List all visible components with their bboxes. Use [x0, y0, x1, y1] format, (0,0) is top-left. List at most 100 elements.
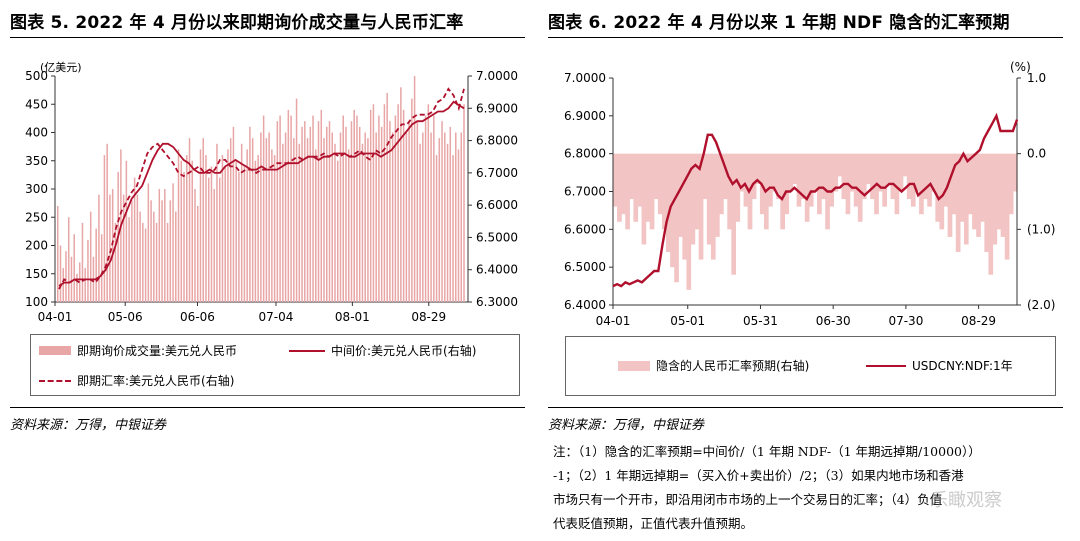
implied-expectation-bar — [870, 153, 875, 200]
volume-bar — [427, 104, 430, 302]
implied-expectation-bar — [719, 153, 724, 215]
volume-bar — [312, 115, 314, 302]
volume-bar — [433, 115, 435, 302]
volume-bar — [273, 155, 276, 302]
spot-rate-line — [58, 87, 465, 290]
legend-mid-swatch — [289, 349, 325, 352]
implied-expectation-bar — [743, 153, 749, 207]
volume-bar — [111, 189, 114, 302]
right-y-tick-label: 6.9000 — [476, 101, 518, 115]
volume-bar — [441, 121, 443, 302]
implied-expectation-bar — [955, 153, 961, 253]
left-y-tick-label: 300 — [25, 182, 48, 196]
volume-bar — [243, 166, 246, 302]
volume-bar — [452, 155, 454, 302]
volume-bar — [389, 121, 391, 302]
right-y-tick-label: (2.0) — [1027, 298, 1055, 312]
left-y-tick-label: 450 — [25, 97, 48, 111]
volume-bar — [342, 115, 344, 302]
implied-expectation-bar — [886, 153, 892, 184]
volume-bar — [328, 121, 331, 302]
implied-expectation-bar — [682, 153, 688, 260]
implied-expectation-bar — [633, 153, 639, 222]
volume-bar — [444, 132, 446, 302]
implied-expectation-bar — [861, 153, 867, 200]
volume-bar — [295, 98, 298, 302]
implied-expectation-bar — [694, 153, 700, 230]
legend-volume-label: 即期询价成交量:美元兑人民币 — [77, 344, 238, 358]
volume-bar — [191, 160, 194, 302]
volume-bar — [89, 211, 92, 302]
left-y-tick-label: 500 — [25, 69, 48, 83]
implied-expectation-bar — [788, 153, 794, 192]
x-tick-label: 05-06 — [108, 310, 143, 324]
implied-expectation-bar — [980, 153, 985, 222]
implied-expectation-bar — [935, 153, 941, 222]
implied-expectation-bar — [963, 153, 969, 245]
volume-bar — [334, 143, 336, 302]
volume-bar — [347, 149, 350, 302]
implied-expectation-bar — [947, 153, 953, 237]
left-y-tick-label: 6.9000 — [564, 109, 606, 123]
left-y-tick-label: 350 — [25, 154, 48, 168]
implied-expectation-bar — [1004, 153, 1010, 260]
note-line-2: -1；（2）1 年期远掉期=（买入价+卖出价）/2；（3）如果内地市场和香港 — [553, 468, 964, 483]
volume-bar — [309, 126, 312, 302]
volume-bar — [202, 138, 204, 302]
x-tick-label: 06-30 — [816, 314, 851, 328]
implied-expectation-bar — [653, 153, 659, 200]
volume-bar — [438, 138, 441, 302]
x-tick-label: 05-31 — [743, 314, 778, 328]
left-title-rule — [10, 37, 525, 38]
volume-bar — [271, 149, 273, 302]
implied-expectation-bar — [996, 153, 1002, 230]
implied-expectation-bar — [613, 153, 618, 207]
legend-ndf-swatch — [866, 364, 906, 367]
volume-bar — [301, 126, 303, 302]
volume-bar — [372, 104, 375, 302]
volume-bar — [416, 121, 419, 302]
x-tick-label: 06-06 — [180, 310, 215, 324]
implied-expectation-bar — [629, 153, 635, 200]
volume-bar — [246, 149, 248, 302]
legend-mid-label: 中间价:美元兑人民币(右轴) — [331, 344, 477, 358]
right-legend: 隐含的人民币汇率预期(右轴) USDCNY:NDF:1年 — [565, 336, 1056, 396]
implied-expectation-bar — [1012, 153, 1018, 192]
right-y-tick-label: (1.0) — [1027, 222, 1055, 236]
volume-bar — [400, 87, 402, 302]
volume-bar — [369, 109, 372, 303]
implied-expectation-bar — [621, 153, 626, 215]
implied-expectation-bar — [670, 153, 675, 268]
implied-expectation-bar — [686, 153, 692, 290]
volume-bar — [276, 121, 279, 302]
volume-bar — [122, 194, 125, 302]
volume-bar — [405, 132, 408, 302]
volume-bar — [180, 160, 183, 302]
left-y-tick-label: 6.7000 — [564, 185, 606, 199]
volume-bar — [232, 126, 235, 302]
volume-bar — [84, 268, 86, 302]
volume-bar — [424, 115, 427, 302]
implied-expectation-bar — [678, 153, 683, 237]
left-chart-title: 图表 5. 2022 年 4 月份以来即期询价成交量与人民币汇率 — [10, 13, 464, 33]
volume-bar — [290, 115, 292, 302]
watermark: 乐瞰观察 — [930, 490, 1002, 511]
volume-bar — [358, 126, 361, 302]
volume-bar — [100, 234, 103, 302]
volume-bar — [356, 115, 358, 302]
implied-expectation-bar — [902, 153, 908, 177]
right-source: 资料来源：万得，中银证券 — [548, 418, 705, 433]
implied-expectation-bar — [878, 153, 883, 192]
volume-bar — [169, 200, 172, 302]
implied-expectation-bar — [1008, 153, 1014, 215]
legend-spot-swatch — [39, 379, 71, 382]
implied-expectation-bar — [710, 153, 716, 260]
volume-bar — [455, 132, 457, 302]
volume-bar — [411, 98, 413, 302]
volume-bar — [210, 166, 213, 302]
volume-bar — [196, 205, 199, 302]
x-tick-label: 07-30 — [888, 314, 923, 328]
volume-bar — [249, 126, 251, 302]
implied-expectation-bar — [849, 153, 855, 192]
implied-expectation-bar — [723, 153, 728, 200]
